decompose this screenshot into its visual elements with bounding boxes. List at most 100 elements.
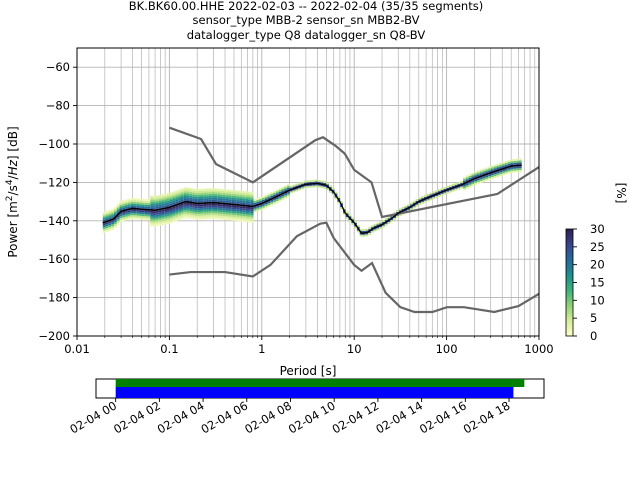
psd-density-cell [208, 192, 212, 195]
psd-density-cell [451, 183, 455, 186]
psd-density-cell [111, 224, 114, 227]
psd-density-cell [214, 190, 218, 193]
psd-density-cell [211, 193, 215, 196]
psd-density-cell [250, 209, 254, 212]
psd-density-cell [440, 191, 444, 194]
colorbar-band [566, 239, 573, 242]
psd-density-cell [139, 200, 142, 203]
psd-density-cell [147, 210, 151, 213]
psd-density-cell [139, 217, 142, 220]
psd-density-cell [158, 215, 162, 218]
psd-density-cell [153, 218, 156, 221]
psd-density-cell [105, 224, 109, 227]
psd-density-cell [141, 212, 145, 215]
psd-density-cell [183, 208, 187, 211]
psd-density-cell [376, 222, 380, 225]
psd-density-cell [175, 192, 179, 195]
psd-density-cell [379, 223, 383, 226]
psd-density-cell [499, 174, 503, 177]
psd-density-cell [141, 200, 145, 203]
psd-density-cell [116, 222, 120, 225]
psd-density-cell [169, 201, 173, 204]
psd-density-cell [167, 193, 170, 196]
psd-density-cell [161, 201, 165, 204]
colorbar-band [566, 296, 573, 299]
psd-density-cell [502, 165, 505, 168]
psd-density-cell [102, 223, 106, 226]
psd-density-cell [320, 180, 324, 183]
psd-density-cell [384, 221, 388, 224]
psd-density-cell [328, 185, 332, 188]
psd-density-cell [108, 209, 112, 212]
psd-density-cell [242, 219, 246, 222]
timeline-tick-label: 02-04 04 [155, 398, 207, 436]
psd-density-cell [194, 215, 198, 218]
psd-density-cell [421, 201, 424, 204]
psd-density-cell [488, 176, 491, 178]
psd-density-cell [253, 198, 257, 201]
psd-density-cell [153, 224, 156, 227]
psd-density-cell [485, 169, 489, 172]
psd-density-cell [194, 208, 198, 211]
psd-density-cell [225, 212, 229, 215]
psd-density-cell [225, 200, 229, 203]
psd-density-cell [127, 217, 131, 220]
psd-density-cell [443, 186, 447, 189]
psd-density-cell [275, 191, 279, 194]
psd-density-cell [214, 188, 218, 191]
psd-density-cell [150, 222, 154, 225]
psd-density-cell [437, 191, 441, 194]
psd-density-cell [220, 210, 223, 212]
psd-density-cell [111, 212, 114, 215]
psd-density-cell [231, 205, 235, 208]
psd-density-cell [217, 196, 221, 199]
psd-density-cell [429, 196, 433, 199]
psd-density-cell [449, 190, 452, 193]
psd-density-cell [141, 216, 145, 219]
psd-density-cell [225, 208, 229, 211]
psd-density-cell [220, 192, 223, 195]
psd-density-cell [102, 215, 106, 218]
psd-density-cell [460, 182, 464, 185]
psd-density-cell [485, 171, 489, 174]
psd-density-cell [158, 204, 162, 207]
psd-density-cell [248, 210, 251, 213]
psd-density-cell [499, 172, 503, 175]
psd-density-cell [183, 189, 187, 192]
psd-density-cell [172, 199, 176, 201]
psd-density-cell [239, 213, 243, 216]
psd-density-cell [368, 231, 371, 233]
psd-density-cell [116, 205, 120, 208]
psd-density-cell [178, 197, 181, 199]
psd-density-cell [127, 202, 131, 205]
psd-density-cell [200, 190, 204, 193]
psd-density-cell [150, 224, 154, 227]
psd-density-cell [220, 198, 223, 201]
psd-density-cell [513, 168, 517, 171]
psd-density-cell [365, 232, 369, 235]
psd-density-cell [169, 194, 173, 197]
psd-density-cell [125, 203, 128, 206]
psd-density-cell [119, 202, 123, 205]
psd-density-cell [116, 207, 120, 210]
psd-density-cell [471, 176, 475, 179]
psd-density-cell [141, 202, 145, 205]
colorbar-band [566, 229, 573, 232]
psd-density-cell [172, 218, 176, 221]
psd-density-cell [217, 194, 221, 197]
psd-density-cell [465, 179, 469, 182]
psd-density-cell [239, 217, 243, 220]
x-tick-label: 1 [258, 342, 265, 356]
psd-density-cell [200, 217, 204, 220]
psd-density-cell [158, 217, 162, 220]
psd-density-cell [513, 162, 517, 165]
timeline-data-bar [115, 379, 525, 387]
psd-density-cell [250, 203, 254, 206]
psd-density-cell [183, 187, 187, 190]
colorbar-tick-label: 10 [590, 293, 605, 307]
psd-density-cell [175, 194, 179, 197]
psd-density-cell [354, 220, 357, 223]
psd-density-cell [122, 201, 126, 204]
psd-density-cell [496, 173, 500, 176]
psd-density-cell [164, 199, 167, 202]
